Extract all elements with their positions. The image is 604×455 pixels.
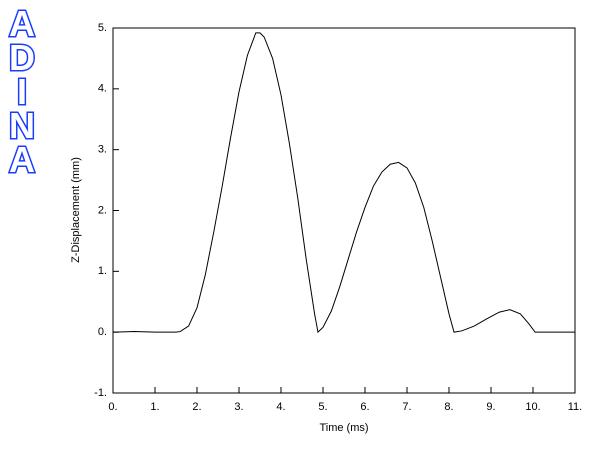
- y-tick-label: 5.: [98, 22, 107, 34]
- plot-frame: [112, 27, 576, 394]
- x-tick-label: 4.: [276, 401, 285, 413]
- x-tick-label: 6.: [360, 401, 369, 413]
- x-tick-label: 8.: [444, 401, 453, 413]
- line: [112, 32, 575, 334]
- logo-letter: A: [9, 139, 35, 180]
- y-tick-label: 2.: [98, 204, 107, 216]
- y-tick-label: 1.: [98, 265, 107, 277]
- x-tick-label: 5.: [318, 401, 327, 413]
- x-tick-label: 2.: [192, 401, 201, 413]
- logo-letter: A: [9, 3, 35, 44]
- x-tick-label: 9.: [486, 401, 495, 413]
- x-tick-label: 10.: [525, 401, 540, 413]
- x-tick-label: 0.: [108, 401, 117, 413]
- logo-letter: N: [9, 105, 35, 146]
- y-tick-label: 0.: [98, 326, 107, 338]
- logo-letter: D: [9, 37, 35, 78]
- x-tick-label: 1.: [150, 401, 159, 413]
- x-tick-label: 3.: [234, 401, 243, 413]
- x-tick-label: 7.: [402, 401, 411, 413]
- y-tick-label: 4.: [98, 83, 107, 95]
- logo-letter: I: [17, 71, 27, 112]
- x-tick-label: 11.: [568, 401, 582, 413]
- y-tick-label: -1.: [94, 387, 107, 399]
- y-axis-label: Z-Displacement (mm): [70, 157, 82, 263]
- x-axis-label: Time (ms): [319, 422, 368, 434]
- y-tick-label: 3.: [98, 144, 107, 156]
